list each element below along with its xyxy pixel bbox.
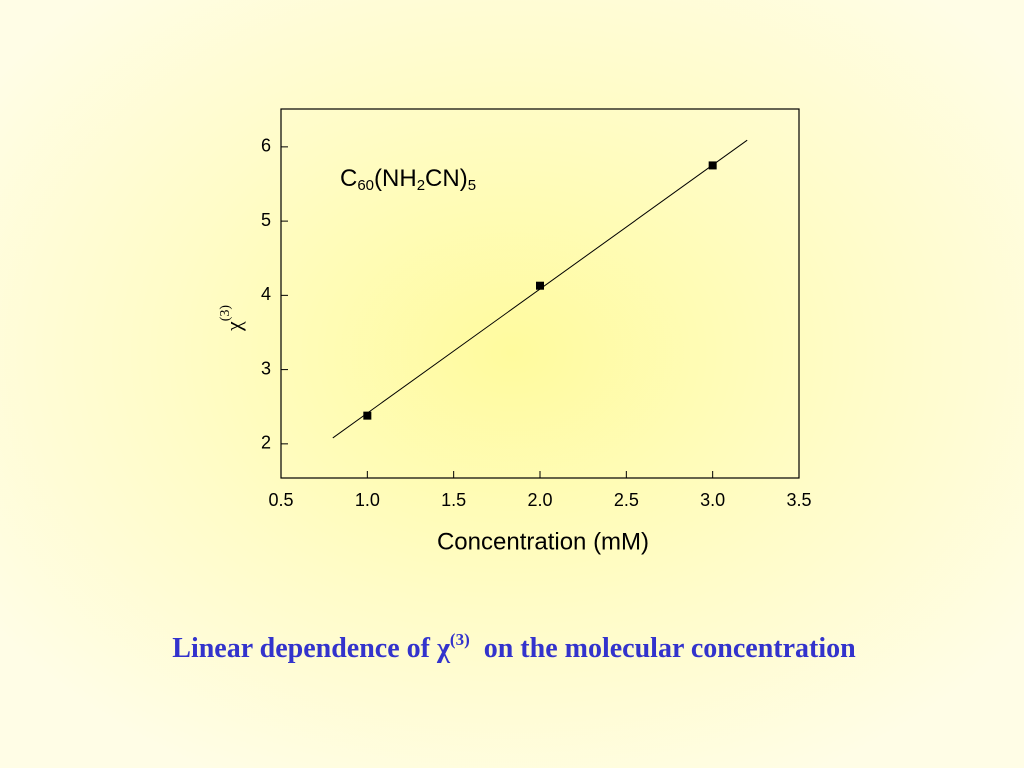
x-tick-label: 3.5 — [786, 490, 811, 510]
x-axis-label: Concentration (mM) — [437, 528, 649, 555]
text-part: 60 — [357, 177, 374, 194]
text-part: Linear dependence of χ — [172, 633, 451, 664]
text-part: 5 — [468, 177, 476, 194]
data-point — [536, 281, 544, 290]
text-part: χ — [221, 321, 246, 332]
x-tick-label: 1.0 — [355, 490, 380, 510]
x-tick-label: 3.0 — [700, 490, 725, 510]
text-part: (3) — [450, 630, 470, 649]
text-part: 2 — [417, 177, 425, 194]
y-tick-label: 2 — [261, 433, 271, 453]
y-tick-label: 5 — [261, 210, 271, 230]
text-part: CN) — [425, 165, 468, 192]
x-tick-label: 2.0 — [527, 490, 552, 510]
x-tick-label: 1.5 — [441, 490, 466, 510]
caption: Linear dependence of χ(3) on the molecula… — [172, 630, 856, 665]
data-point — [708, 161, 717, 170]
x-tick-label: 2.5 — [614, 490, 639, 510]
text-part: (3) — [218, 305, 233, 322]
text-part: (NH — [374, 165, 417, 192]
annotation: C60(NH2CN)5 — [340, 165, 476, 194]
data-point — [363, 411, 372, 420]
text-part: on the molecular concentration — [484, 633, 856, 664]
y-tick-label: 6 — [261, 136, 271, 156]
x-tick-label: 0.5 — [268, 490, 293, 510]
y-axis-label: χ(3) — [218, 305, 246, 332]
y-tick-label: 3 — [261, 358, 271, 378]
text-part: C — [340, 165, 357, 192]
y-tick-label: 4 — [261, 284, 271, 304]
